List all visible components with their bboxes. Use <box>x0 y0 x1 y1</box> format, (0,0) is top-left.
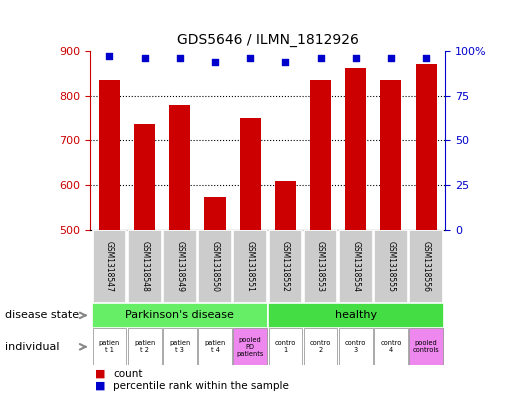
Text: contro
3: contro 3 <box>345 340 367 353</box>
Text: Parkinson's disease: Parkinson's disease <box>126 310 234 320</box>
Text: pooled
controls: pooled controls <box>413 340 439 353</box>
Bar <box>409 328 443 365</box>
Bar <box>163 328 197 365</box>
Bar <box>239 118 261 230</box>
Bar <box>416 64 437 230</box>
Text: contro
2: contro 2 <box>310 340 331 353</box>
Point <box>106 53 114 60</box>
Bar <box>128 328 162 365</box>
Bar <box>268 303 444 328</box>
Bar <box>374 230 408 303</box>
Bar <box>233 230 267 303</box>
Text: GSM1318555: GSM1318555 <box>386 241 396 292</box>
Text: ■: ■ <box>95 369 106 379</box>
Text: GSM1318547: GSM1318547 <box>105 241 114 292</box>
Text: contro
1: contro 1 <box>274 340 296 353</box>
Text: GSM1318556: GSM1318556 <box>422 241 431 292</box>
Bar <box>198 328 232 365</box>
Point <box>141 55 149 61</box>
Bar <box>128 230 162 303</box>
Bar <box>163 230 197 303</box>
Point <box>352 55 360 61</box>
Bar <box>339 230 373 303</box>
Text: percentile rank within the sample: percentile rank within the sample <box>113 381 289 391</box>
Text: healthy: healthy <box>335 310 377 320</box>
Point <box>316 55 324 61</box>
Bar <box>409 230 443 303</box>
Text: GSM1318552: GSM1318552 <box>281 241 290 292</box>
Bar <box>169 105 191 230</box>
Text: patien
t 3: patien t 3 <box>169 340 191 353</box>
Bar <box>345 68 366 230</box>
Bar <box>93 328 126 365</box>
Text: count: count <box>113 369 143 379</box>
Text: patien
t 4: patien t 4 <box>204 340 226 353</box>
Bar <box>304 328 337 365</box>
Bar <box>92 303 268 328</box>
Text: GSM1318549: GSM1318549 <box>175 241 184 292</box>
Point <box>422 55 430 61</box>
Text: contro
4: contro 4 <box>380 340 402 353</box>
Point <box>281 59 289 65</box>
Bar <box>275 181 296 230</box>
Point <box>246 55 254 61</box>
Point <box>211 59 219 65</box>
Text: ■: ■ <box>95 381 106 391</box>
Text: GSM1318554: GSM1318554 <box>351 241 360 292</box>
Bar <box>339 328 373 365</box>
Bar <box>268 230 302 303</box>
Point <box>176 55 184 61</box>
Text: individual: individual <box>5 342 60 352</box>
Bar <box>381 80 402 230</box>
Text: disease state: disease state <box>5 310 79 320</box>
Text: GSM1318553: GSM1318553 <box>316 241 325 292</box>
Text: GSM1318550: GSM1318550 <box>211 241 219 292</box>
Bar <box>304 230 337 303</box>
Text: patien
t 2: patien t 2 <box>134 340 156 353</box>
Title: GDS5646 / ILMN_1812926: GDS5646 / ILMN_1812926 <box>177 33 359 47</box>
Text: GSM1318551: GSM1318551 <box>246 241 255 292</box>
Bar <box>99 80 120 230</box>
Bar <box>310 80 331 230</box>
Bar <box>268 328 302 365</box>
Text: pooled
PD
patients: pooled PD patients <box>236 337 264 357</box>
Bar <box>198 230 232 303</box>
Bar <box>374 328 408 365</box>
Bar <box>204 197 226 230</box>
Bar <box>93 230 126 303</box>
Bar <box>134 123 155 230</box>
Text: patien
t 1: patien t 1 <box>99 340 120 353</box>
Text: GSM1318548: GSM1318548 <box>140 241 149 292</box>
Point <box>387 55 395 61</box>
Bar <box>233 328 267 365</box>
